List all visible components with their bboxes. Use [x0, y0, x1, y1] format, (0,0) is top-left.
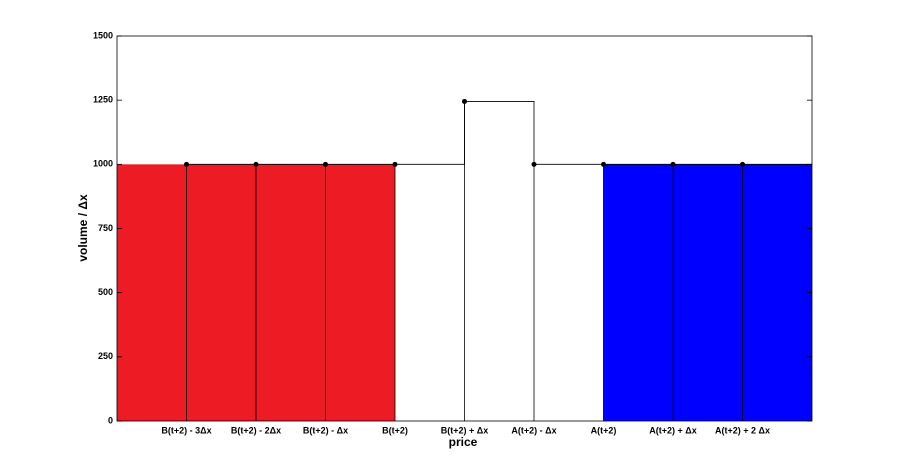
volume-fill — [673, 164, 743, 422]
y-tick-label: 750 — [98, 223, 113, 233]
volume-fill — [117, 164, 187, 422]
x-tick-label: A(t+2) + 2 Δx — [715, 425, 770, 435]
x-tick-label: A(t+2) - Δx — [511, 425, 556, 435]
x-axis-title: price — [449, 435, 478, 449]
y-tick-label: 500 — [98, 287, 113, 297]
point — [323, 161, 328, 167]
x-tick-label: A(t+2) + Δx — [649, 425, 696, 435]
volume-fill — [325, 164, 395, 422]
point — [184, 161, 189, 167]
point — [253, 161, 259, 167]
y-tick-label: 1250 — [93, 95, 113, 105]
point — [740, 161, 745, 167]
point — [601, 161, 606, 167]
y-tick-label: 0 — [108, 415, 113, 425]
step-line — [186, 101, 812, 165]
point — [462, 98, 467, 104]
volume-fill — [742, 164, 812, 422]
x-tick-label: B(t+2) - 3Δx — [161, 425, 211, 435]
volume-fill — [186, 164, 256, 422]
y-axis-title: volume / Δx — [76, 194, 90, 262]
volume-fill — [603, 164, 673, 422]
y-tick-label: 250 — [98, 351, 113, 361]
x-tick-label: B(t+2) — [382, 425, 408, 435]
volume-fill — [256, 164, 326, 422]
x-tick-label: A(t+2) — [591, 425, 617, 435]
x-tick-label: B(t+2) + Δx — [441, 425, 488, 435]
y-tick-label: 1000 — [93, 159, 113, 169]
y-tick-label: 1500 — [93, 30, 113, 40]
point — [531, 161, 537, 167]
point — [670, 161, 676, 167]
x-tick-label: B(t+2) - Δx — [303, 425, 348, 435]
x-tick-label: B(t+2) - 2Δx — [231, 425, 281, 435]
point — [392, 161, 398, 167]
